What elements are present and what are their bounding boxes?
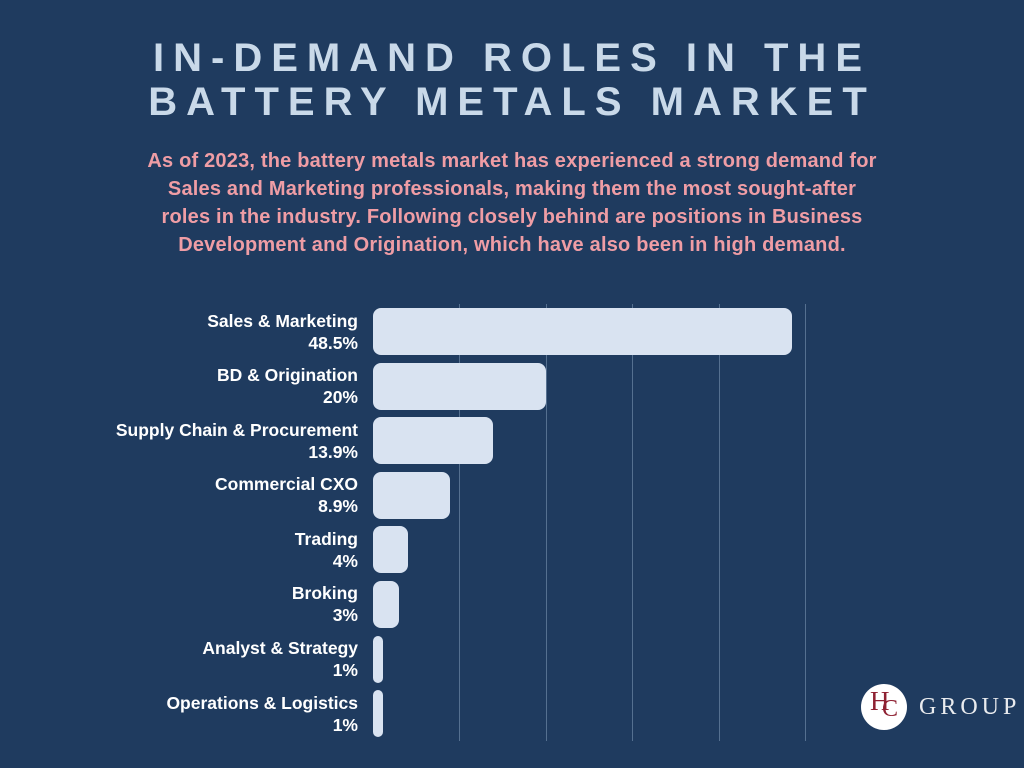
bar-row: Commercial CXO 8.9%	[0, 471, 1024, 519]
bar-trading	[373, 526, 408, 574]
bar-label: Trading 4%	[0, 526, 358, 573]
bar-value-label: 8.9%	[318, 496, 358, 517]
bar-value-label: 1%	[332, 714, 358, 735]
bar-category-label: Sales & Marketing	[207, 310, 358, 331]
bar-value-label: 20%	[322, 387, 358, 408]
bar-label: Broking 3%	[0, 581, 358, 628]
bar-analyst-strategy	[373, 635, 383, 683]
bar-label: Operations & Logistics 1%	[0, 690, 358, 737]
subtitle-line: roles in the industry. Following closely…	[161, 206, 863, 228]
bar-broking	[373, 580, 399, 628]
bar-commercial-cxo	[373, 471, 450, 519]
bar-category-label: BD & Origination	[217, 365, 358, 386]
bar-value-label: 13.9%	[308, 441, 358, 462]
bar-row: BD & Origination 20%	[0, 362, 1024, 410]
chart-rows: Sales & Marketing 48.5% BD & Origination 20…	[0, 308, 1024, 738]
page-title: IN-DEMAND ROLES IN THE BATTERY METALS MA…	[0, 36, 1024, 124]
bar-label: Analyst & Strategy 1%	[0, 636, 358, 683]
bar-row: Sales & Marketing 48.5%	[0, 308, 1024, 355]
bar-row: Broking 3%	[0, 580, 1024, 628]
bar-category-label: Analyst & Strategy	[202, 638, 358, 659]
hc-group-logo: H C GROUP	[861, 684, 1021, 730]
subtitle-line: As of 2023, the battery metals market ha…	[147, 150, 877, 172]
bar-row: Analyst & Strategy 1%	[0, 635, 1024, 683]
bar-row: Trading 4%	[0, 526, 1024, 574]
subtitle-line: Development and Origination, which have …	[178, 234, 846, 256]
bar-category-label: Commercial CXO	[215, 474, 358, 495]
bar-label: Supply Chain & Procurement 13.9%	[0, 417, 358, 464]
bar-supply-chain-procurement	[373, 417, 494, 465]
title-line-2: BATTERY METALS MARKET	[148, 80, 876, 124]
subtitle-line: Sales and Marketing professionals, makin…	[167, 178, 857, 200]
bar-category-label: Supply Chain & Procurement	[115, 419, 358, 440]
bar-label: Commercial CXO 8.9%	[0, 472, 358, 519]
bar-chart: Sales & Marketing 48.5% BD & Origination 20…	[0, 304, 1024, 742]
bar-bd-origination	[373, 362, 546, 410]
bar-category-label: Trading	[294, 528, 358, 549]
bar-sales-marketing	[373, 308, 793, 355]
logo-letter-c: C	[882, 696, 899, 722]
bar-value-label: 1%	[332, 660, 358, 681]
title-line-1: IN-DEMAND ROLES IN THE	[153, 36, 871, 80]
bar-label: BD & Origination 20%	[0, 363, 358, 410]
logo-text: GROUP	[919, 694, 1021, 720]
bar-value-label: 3%	[332, 605, 358, 626]
logo-letter-h: H	[870, 686, 890, 716]
subtitle: As of 2023, the battery metals market ha…	[0, 147, 1024, 259]
bar-category-label: Operations & Logistics	[166, 692, 358, 713]
bar-operations-logistics	[373, 690, 383, 738]
bar-value-label: 48.5%	[308, 332, 358, 353]
bar-value-label: 4%	[332, 550, 358, 571]
bar-category-label: Broking	[291, 583, 358, 604]
bar-row: Operations & Logistics 1%	[0, 690, 1024, 738]
bar-label: Sales & Marketing 48.5%	[0, 308, 358, 355]
bar-row: Supply Chain & Procurement 13.9%	[0, 417, 1024, 465]
hc-monogram-icon: H C	[861, 684, 907, 730]
